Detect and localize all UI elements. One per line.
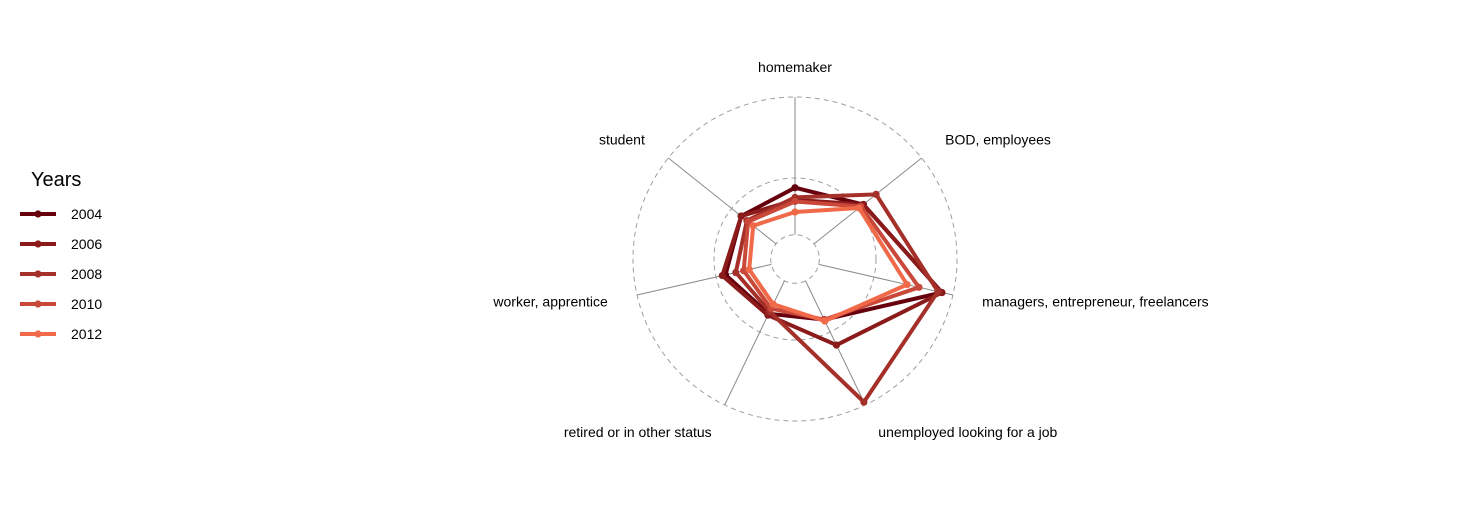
grid-circle-2 — [632, 96, 958, 422]
point-2008-3 — [860, 398, 868, 406]
axis-label-5: worker, apprentice — [492, 294, 608, 310]
legend-item-2004: 2004 — [20, 206, 102, 222]
point-2008-1 — [872, 190, 880, 198]
axis-label-0: homemaker — [758, 59, 832, 75]
point-2010-5 — [740, 267, 748, 275]
point-2012-3 — [821, 317, 829, 325]
axis-label-4: retired or in other status — [564, 424, 712, 440]
legend-item-2008: 2008 — [20, 266, 102, 282]
point-2010-6 — [744, 218, 752, 226]
point-2008-5 — [732, 268, 740, 277]
legend-label: 2010 — [71, 296, 102, 312]
series-line-2008 — [733, 192, 941, 406]
axis-label-2: managers, entrepreneur, freelancers — [982, 294, 1208, 310]
legend-swatch-dot — [34, 330, 42, 338]
legend-swatch-dot — [34, 300, 42, 308]
point-2006-3 — [832, 341, 841, 349]
legend-swatch-dot — [34, 240, 42, 248]
point-2012-5 — [745, 265, 753, 274]
legend-swatch-dot — [34, 270, 42, 278]
point-2012-0 — [791, 208, 799, 216]
radar-axis-labels: homemaker BOD, employees managers, entrepr… — [492, 59, 1208, 440]
axis-spoke-2 — [818, 263, 954, 296]
point-2006-6 — [737, 212, 745, 220]
legend-label: 2008 — [71, 266, 102, 282]
point-2010-2 — [915, 283, 923, 291]
legend-item-2012: 2012 — [20, 326, 102, 342]
point-2004-0 — [791, 184, 799, 192]
point-2010-0 — [791, 197, 799, 206]
axis-spoke-1 — [813, 157, 922, 245]
legend-item-2010: 2010 — [20, 296, 102, 312]
legend-title: Years — [31, 169, 81, 191]
legend: Years 2004 2006 2008 2010 2012 — [20, 169, 102, 342]
point-2012-1 — [855, 204, 863, 212]
series-2012 — [745, 204, 911, 325]
series-line-2006 — [719, 197, 946, 348]
axis-label-6: student — [599, 131, 645, 147]
point-2006-5 — [718, 271, 726, 280]
radar-series — [718, 184, 946, 406]
legend-swatch-dot — [34, 210, 42, 218]
axis-label-3: unemployed looking for a job — [878, 424, 1057, 440]
legend-item-2006: 2006 — [20, 236, 102, 252]
point-2012-4 — [769, 300, 777, 308]
legend-label: 2006 — [71, 236, 102, 252]
axis-spoke-6 — [668, 157, 777, 245]
grid-circle-0 — [770, 234, 820, 284]
legend-label: 2004 — [71, 206, 102, 222]
series-line-2012 — [747, 205, 911, 324]
point-2008-2 — [934, 288, 942, 296]
axis-label-1: BOD, employees — [945, 131, 1051, 147]
legend-label: 2012 — [71, 326, 102, 342]
point-2012-6 — [749, 222, 757, 230]
point-2012-2 — [903, 280, 911, 289]
